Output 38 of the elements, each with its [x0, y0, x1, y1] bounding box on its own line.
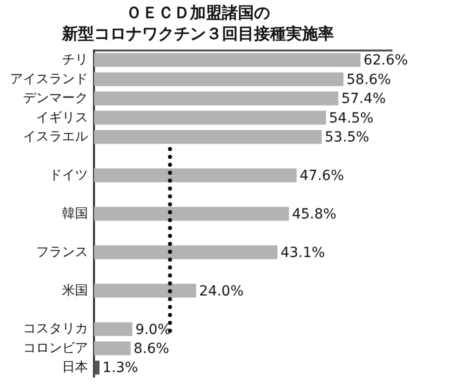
- bar: [94, 284, 196, 298]
- bar: [94, 110, 326, 125]
- bar: [94, 206, 289, 221]
- y-tick-label: イスラエル: [23, 128, 88, 144]
- y-tick-label: イギリス: [36, 109, 88, 124]
- y-tick-label: コロンビア: [23, 340, 88, 355]
- data-label: 8.6%: [134, 341, 170, 358]
- chart-title: ＯＥＣＤ加盟諸国の: [126, 4, 270, 22]
- y-tick-label: デンマーク: [23, 90, 88, 106]
- data-label: 43.1%: [280, 244, 325, 261]
- y-tick-label: 韓国: [62, 205, 88, 220]
- data-label: 53.5%: [324, 130, 370, 146]
- bar: [94, 130, 322, 144]
- bar: [94, 168, 297, 182]
- bar: [94, 245, 278, 260]
- y-tick-label: 米国: [62, 282, 88, 298]
- data-label: 1.3%: [102, 360, 138, 376]
- bar: [94, 360, 100, 375]
- bar: [94, 92, 338, 106]
- y-tick-label: ドイツ: [49, 166, 88, 182]
- data-label: 45.8%: [292, 206, 336, 222]
- y-tick-label: コスタリカ: [23, 320, 88, 336]
- y-tick-label: 日本: [62, 359, 88, 374]
- y-tick-label: チリ: [62, 52, 88, 67]
- bar: [94, 341, 131, 356]
- data-label: 47.6%: [300, 168, 344, 184]
- bar: [94, 53, 360, 67]
- chart-subtitle: 新型コロナワクチン３回目接種実施率: [61, 24, 334, 44]
- data-label: 9.0%: [135, 322, 171, 338]
- data-label: 58.6%: [346, 72, 391, 88]
- bar: [94, 72, 344, 86]
- y-tick-label: アイスランド: [10, 70, 88, 86]
- data-label: 24.0%: [199, 283, 244, 300]
- data-label: 62.6%: [363, 52, 408, 69]
- data-label: 57.4%: [341, 91, 386, 108]
- bar: [94, 322, 132, 336]
- y-tick-label: フランス: [36, 244, 88, 259]
- data-label: 54.5%: [329, 110, 374, 126]
